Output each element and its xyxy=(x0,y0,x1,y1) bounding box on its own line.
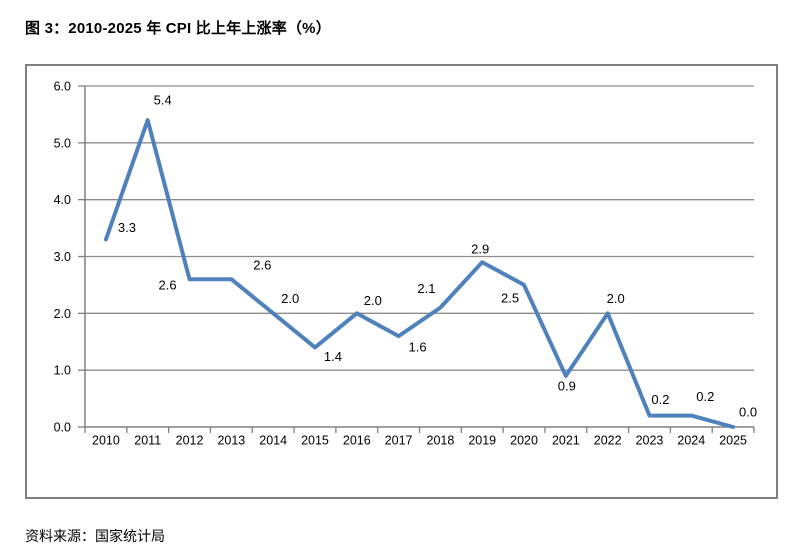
cpi-line-chart: 0.0 1.0 2.0 3.0 4.0 5.0 6.0 2010 2011 2012 2013 201… xyxy=(25,64,778,499)
data-label: 2.9 xyxy=(471,242,489,257)
x-tick-label: 2018 xyxy=(427,434,455,448)
x-tick-label: 2017 xyxy=(385,434,413,448)
data-label: 2.1 xyxy=(417,281,435,296)
cpi-line xyxy=(103,118,736,429)
data-label: 2.0 xyxy=(607,291,625,306)
x-tick-label: 2023 xyxy=(636,434,664,448)
figure-source: 资料来源：国家统计局 xyxy=(25,528,165,544)
data-label: 1.6 xyxy=(409,340,427,355)
data-label: 2.0 xyxy=(281,291,299,306)
data-label: 0.2 xyxy=(696,389,714,404)
y-tick-label: 5.0 xyxy=(54,136,71,150)
y-tick-label: 1.0 xyxy=(54,364,71,378)
x-tick-label: 2021 xyxy=(552,434,580,448)
data-label: 3.3 xyxy=(118,220,136,235)
x-tick-label: 2015 xyxy=(301,434,329,448)
x-tick-label: 2025 xyxy=(719,434,747,448)
data-label: 2.6 xyxy=(158,278,176,293)
y-tick-label: 4.0 xyxy=(54,193,71,207)
data-label: 2.5 xyxy=(501,290,519,305)
x-tick-label: 2011 xyxy=(134,434,161,448)
x-tick-label: 2012 xyxy=(176,434,204,448)
x-tick-label: 2016 xyxy=(343,434,371,448)
y-tick-label: 3.0 xyxy=(54,250,71,264)
x-tick-label: 2019 xyxy=(468,434,496,448)
x-tick-label: 2014 xyxy=(259,434,287,448)
data-label: 2.0 xyxy=(364,293,382,308)
x-tick-label: 2013 xyxy=(217,434,245,448)
figure-title: 图 3：2010-2025 年 CPI 比上年上涨率（%） xyxy=(25,20,331,37)
chart-container: 0.0 1.0 2.0 3.0 4.0 5.0 6.0 2010 2011 2012 2013 201… xyxy=(25,64,778,499)
x-tick-label: 2024 xyxy=(677,434,705,448)
x-tick-label: 2022 xyxy=(594,434,622,448)
x-tick-label: 2020 xyxy=(510,434,538,448)
data-label: 5.4 xyxy=(154,93,172,108)
y-tick-label: 0.0 xyxy=(54,421,71,435)
y-tick-label: 6.0 xyxy=(54,80,71,94)
y-tick-label: 2.0 xyxy=(54,307,71,321)
data-label: 0.9 xyxy=(558,378,576,393)
data-label: 1.4 xyxy=(324,349,342,364)
data-label: 0.0 xyxy=(739,405,757,420)
data-label: 2.6 xyxy=(253,258,271,273)
x-tick-label: 2010 xyxy=(92,434,120,448)
data-label: 0.2 xyxy=(651,392,669,407)
